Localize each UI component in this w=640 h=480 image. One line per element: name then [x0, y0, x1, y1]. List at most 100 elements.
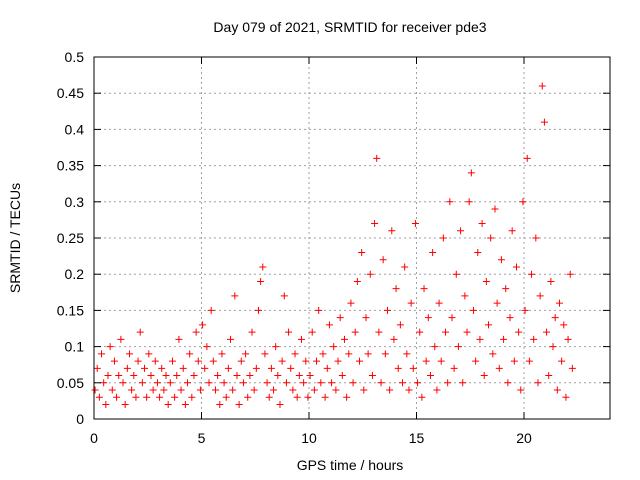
- data-point: [265, 393, 273, 401]
- data-point: [177, 386, 185, 394]
- data-point: [461, 292, 469, 300]
- data-point: [442, 328, 450, 336]
- data-point: [386, 386, 394, 394]
- data-point: [209, 357, 217, 365]
- chart-title: Day 079 of 2021, SRMTID for receiver pde…: [213, 19, 486, 35]
- data-point: [336, 314, 344, 322]
- data-point: [360, 386, 368, 394]
- grid-lines: [94, 57, 610, 419]
- data-point: [403, 350, 411, 358]
- data-point: [482, 277, 490, 285]
- axis-tick-labels: 0 0.05 0.1 0.15 0.2 0.25 0.3 0.35 0.4 0.45 0.5 0 5 10…: [57, 49, 532, 446]
- data-point: [254, 306, 262, 314]
- data-point: [207, 306, 215, 314]
- data-point: [560, 321, 568, 329]
- data-point: [504, 379, 512, 387]
- data-point: [237, 357, 245, 365]
- data-point: [113, 393, 121, 401]
- y-tick-label: 0.3: [65, 194, 85, 210]
- data-point: [184, 379, 192, 387]
- data-point: [356, 357, 364, 365]
- data-points: [91, 82, 576, 409]
- data-point: [349, 379, 357, 387]
- data-point: [521, 306, 529, 314]
- data-point: [233, 372, 241, 380]
- data-point: [562, 393, 570, 401]
- data-point: [100, 379, 108, 387]
- data-point: [431, 343, 439, 351]
- y-tick-label: 0.15: [57, 302, 84, 318]
- data-point: [138, 379, 146, 387]
- data-point: [465, 198, 473, 206]
- data-point: [130, 372, 138, 380]
- data-point: [407, 299, 415, 307]
- y-tick-label: 0: [76, 411, 84, 427]
- data-point: [315, 306, 323, 314]
- data-point: [194, 357, 202, 365]
- data-point: [450, 364, 458, 372]
- data-point: [224, 364, 232, 372]
- data-point: [506, 314, 514, 322]
- data-point: [528, 270, 536, 278]
- data-point: [199, 321, 207, 329]
- data-point: [534, 379, 542, 387]
- x-tick-label: 20: [516, 430, 532, 446]
- data-point: [420, 285, 428, 293]
- data-point: [91, 386, 99, 394]
- data-point: [495, 364, 503, 372]
- data-point: [394, 364, 402, 372]
- y-tick-label: 0.25: [57, 230, 84, 246]
- data-point: [416, 328, 424, 336]
- data-point: [424, 314, 432, 322]
- data-point: [119, 379, 127, 387]
- data-point: [289, 386, 297, 394]
- data-point: [300, 379, 308, 387]
- data-point: [551, 314, 559, 322]
- data-point: [371, 220, 379, 228]
- data-point: [433, 386, 441, 394]
- data-point: [446, 198, 454, 206]
- data-point: [487, 234, 495, 242]
- data-point: [317, 379, 325, 387]
- data-point: [121, 401, 129, 409]
- data-point: [426, 372, 434, 380]
- data-point: [502, 285, 510, 293]
- data-point: [480, 372, 488, 380]
- data-point: [476, 335, 484, 343]
- data-point: [377, 379, 385, 387]
- data-point: [353, 277, 361, 285]
- data-point: [485, 321, 493, 329]
- data-point: [164, 401, 172, 409]
- y-tick-label: 0.45: [57, 85, 84, 101]
- x-axis-label: GPS time / hours: [297, 457, 404, 473]
- data-point: [110, 357, 118, 365]
- data-point: [302, 357, 310, 365]
- data-point: [379, 256, 387, 264]
- y-tick-label: 0.5: [65, 49, 85, 65]
- data-point: [162, 372, 170, 380]
- data-point: [143, 393, 151, 401]
- data-point: [422, 357, 430, 365]
- data-point: [343, 393, 351, 401]
- data-point: [306, 372, 314, 380]
- data-point: [340, 335, 348, 343]
- data-point: [429, 248, 437, 256]
- data-point: [156, 393, 164, 401]
- data-point: [409, 364, 417, 372]
- data-point: [469, 306, 477, 314]
- data-point: [553, 386, 561, 394]
- data-point: [512, 263, 520, 271]
- data-point: [257, 277, 265, 285]
- data-point: [218, 350, 226, 358]
- data-point: [457, 227, 465, 235]
- data-point: [463, 328, 471, 336]
- axis-ticks: [93, 56, 610, 420]
- data-point: [493, 299, 501, 307]
- data-point: [179, 364, 187, 372]
- data-point: [564, 335, 572, 343]
- data-point: [293, 393, 301, 401]
- data-point: [497, 256, 505, 264]
- data-point: [523, 154, 531, 162]
- x-tick-label: 0: [90, 430, 98, 446]
